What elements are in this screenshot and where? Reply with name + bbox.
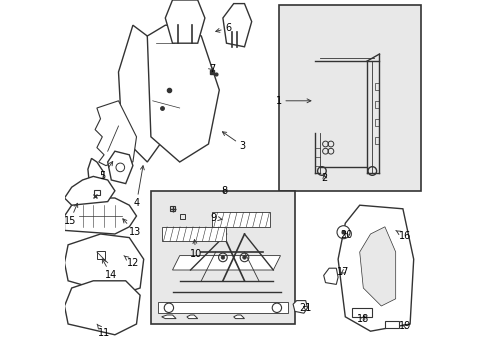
Text: 21: 21 — [299, 303, 311, 313]
Polygon shape — [64, 198, 136, 234]
Polygon shape — [165, 0, 204, 43]
Text: 6: 6 — [215, 23, 231, 33]
Polygon shape — [162, 315, 176, 319]
Text: 14: 14 — [102, 259, 117, 280]
Polygon shape — [162, 227, 226, 241]
Polygon shape — [212, 212, 269, 227]
Polygon shape — [95, 101, 136, 166]
Polygon shape — [64, 281, 140, 335]
Polygon shape — [147, 25, 219, 162]
Bar — [352, 308, 371, 317]
Text: 17: 17 — [337, 267, 349, 277]
Text: 2: 2 — [321, 173, 327, 183]
Text: 9: 9 — [210, 213, 222, 223]
Polygon shape — [172, 256, 280, 270]
Text: 20: 20 — [340, 230, 352, 240]
Bar — [374, 119, 378, 126]
Circle shape — [336, 226, 349, 239]
Polygon shape — [337, 205, 413, 331]
Text: 1: 1 — [275, 96, 310, 106]
Polygon shape — [118, 25, 165, 162]
Circle shape — [221, 256, 224, 259]
Circle shape — [242, 256, 246, 259]
Polygon shape — [233, 315, 244, 319]
Text: 10: 10 — [189, 239, 202, 259]
Text: 8: 8 — [221, 186, 227, 196]
Bar — [169, 206, 175, 211]
Text: 11: 11 — [97, 324, 110, 338]
Polygon shape — [323, 268, 337, 284]
Bar — [374, 137, 378, 144]
Polygon shape — [64, 176, 115, 205]
Bar — [278, 5, 420, 191]
Text: 7: 7 — [208, 64, 215, 74]
Polygon shape — [223, 4, 251, 47]
Text: 3: 3 — [222, 132, 245, 151]
Text: 12: 12 — [123, 256, 139, 268]
Polygon shape — [186, 315, 197, 319]
Polygon shape — [64, 234, 143, 295]
Text: 5: 5 — [99, 162, 113, 181]
Bar — [94, 190, 100, 195]
Text: 16: 16 — [395, 230, 410, 241]
Polygon shape — [359, 227, 395, 306]
Bar — [374, 83, 378, 90]
Polygon shape — [292, 301, 307, 313]
Polygon shape — [158, 302, 287, 313]
Bar — [180, 214, 185, 219]
Text: 4: 4 — [133, 166, 144, 208]
Text: 19: 19 — [398, 321, 410, 331]
Text: 13: 13 — [122, 219, 141, 237]
Polygon shape — [88, 158, 104, 191]
Polygon shape — [107, 151, 133, 184]
Bar — [97, 251, 104, 259]
Bar — [374, 101, 378, 108]
Text: 18: 18 — [356, 314, 368, 324]
Text: 15: 15 — [63, 203, 78, 226]
Bar — [151, 191, 294, 324]
Bar — [384, 321, 399, 328]
